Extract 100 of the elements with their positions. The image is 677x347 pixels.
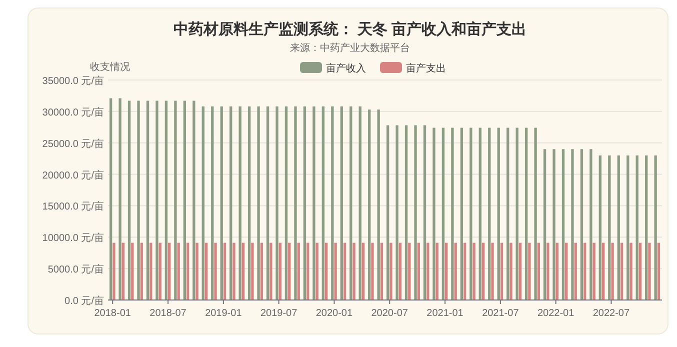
y-tick-label: 20000.0 元/亩 (42, 169, 104, 182)
bar (343, 242, 346, 300)
bar (251, 242, 254, 300)
bar (518, 242, 522, 300)
bar (230, 106, 232, 300)
bar (260, 242, 264, 300)
bar (368, 110, 371, 300)
bar (626, 155, 630, 300)
bar (211, 106, 214, 300)
bar (537, 242, 540, 300)
bar (442, 128, 445, 300)
bar (543, 149, 546, 300)
x-tick-label: 2018-07 (150, 308, 187, 319)
x-tick-label: 2022-07 (592, 308, 630, 319)
bar (516, 128, 518, 300)
bar (168, 242, 171, 300)
x-tick-label: 2018-01 (94, 308, 132, 319)
y-tick-label: 10000.0 元/亩 (42, 232, 104, 244)
bar (460, 128, 464, 300)
y-tick-label: 0.0 元/亩 (64, 295, 104, 307)
bar (358, 106, 362, 300)
bar (322, 106, 325, 300)
bar (620, 242, 624, 300)
bar (598, 155, 602, 300)
bar (584, 242, 586, 300)
bar (592, 242, 596, 300)
bar (270, 242, 272, 300)
bar (436, 242, 438, 300)
x-tick-label: 2020-01 (316, 308, 354, 319)
chart-title: 中药材原料生产监测系统： 天冬 亩产收入和亩产支出 (173, 20, 527, 38)
bar (232, 242, 236, 300)
bar (552, 149, 556, 300)
bar (109, 98, 112, 300)
bar (122, 242, 125, 300)
bar (220, 106, 223, 300)
bar (491, 242, 494, 300)
bar (266, 106, 270, 300)
bar (417, 242, 420, 300)
bar (482, 242, 485, 300)
bar (248, 106, 251, 300)
bar (546, 242, 550, 300)
bar (340, 106, 343, 300)
bar (562, 149, 565, 300)
bar (131, 242, 134, 300)
y-tick-label: 5000.0 元/亩 (48, 264, 104, 276)
bar (565, 242, 568, 300)
bar (174, 100, 177, 300)
bar (294, 106, 297, 300)
bar (657, 242, 660, 300)
bar (396, 125, 398, 300)
bar (150, 242, 152, 300)
bar (408, 242, 411, 300)
bar (183, 100, 186, 300)
bar (196, 242, 198, 300)
bar (500, 242, 504, 300)
bar (118, 98, 122, 300)
chart-subtitle: 来源：中药产业大数据平台 (290, 42, 410, 54)
y-tick-label: 35000.0 元/亩 (42, 75, 104, 87)
bar (278, 242, 282, 300)
bar (398, 242, 402, 300)
bar (303, 106, 306, 300)
bar (630, 242, 632, 300)
bar (445, 242, 448, 300)
bar (306, 242, 310, 300)
bar (506, 128, 510, 300)
bar (636, 155, 638, 300)
bar (137, 100, 140, 300)
bar (654, 155, 657, 300)
bar (112, 242, 116, 300)
bar (580, 149, 584, 300)
bar (426, 242, 430, 300)
bar (638, 242, 642, 300)
x-tick-label: 2019-07 (260, 308, 298, 319)
bar (472, 242, 476, 300)
legend-label: 亩产收入 (326, 62, 366, 74)
legend-label: 亩产支出 (406, 62, 446, 74)
bar (451, 128, 454, 300)
x-tick-label: 2021-01 (426, 308, 464, 319)
bar (574, 242, 577, 300)
bar (556, 242, 558, 300)
bar (316, 242, 318, 300)
bar (470, 128, 472, 300)
x-tick-label: 2019-01 (205, 308, 242, 319)
bar (192, 100, 196, 300)
bar (423, 125, 426, 300)
bar (377, 110, 380, 300)
bar (432, 128, 436, 300)
bar (158, 242, 162, 300)
bar (602, 242, 605, 300)
bar (352, 242, 356, 300)
bar (534, 128, 537, 300)
bar (611, 242, 614, 300)
bar (324, 242, 328, 300)
bar (128, 100, 131, 300)
bar (177, 242, 180, 300)
bar (331, 106, 334, 300)
bar (571, 149, 574, 300)
bar (362, 242, 365, 300)
bar (371, 242, 374, 300)
bar (524, 128, 528, 300)
